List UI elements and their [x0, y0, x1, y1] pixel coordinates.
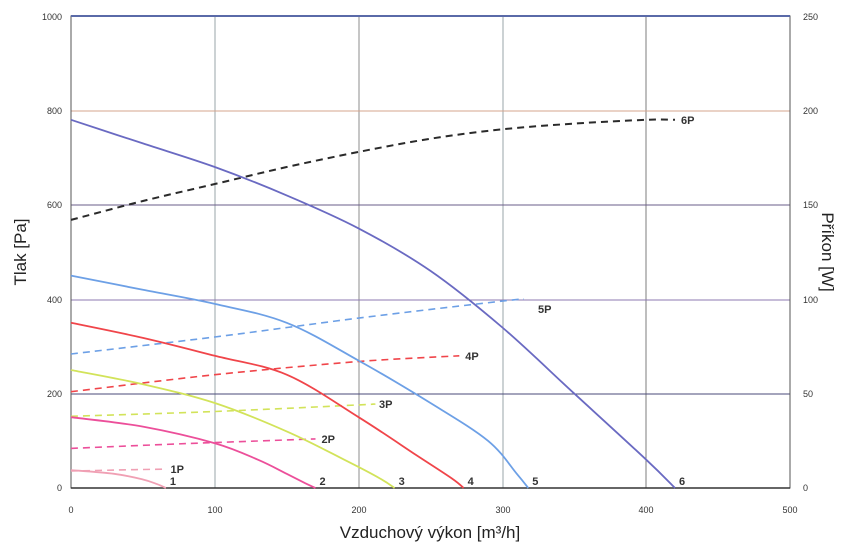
series-label: 2P [322, 434, 335, 446]
series-label: 4 [468, 476, 475, 488]
power-curve-4p [70, 355, 460, 393]
y-right-tick-label: 100 [803, 295, 818, 305]
series-label: 5 [532, 476, 538, 488]
y-right-tick-label: 250 [803, 12, 818, 22]
y-left-tick-label: 600 [47, 200, 62, 210]
y-right-tick-label: 150 [803, 200, 818, 210]
x-axis-ticks: 0 100 200 300 400 500 [68, 505, 797, 515]
x-tick-label: 400 [638, 505, 653, 515]
series-label: 3P [379, 399, 392, 411]
pressure-curve-4 [70, 321, 465, 489]
series-label: 3 [399, 476, 405, 488]
vertical-gridlines [214, 16, 647, 488]
y-right-tick-label: 200 [803, 106, 818, 116]
y-right-tick-label: 50 [803, 389, 813, 399]
left-y-axis-title: Tlak [Pa] [11, 218, 30, 285]
x-tick-label: 500 [782, 505, 797, 515]
y-left-tick-label: 200 [47, 389, 62, 399]
horizontal-gridlines [71, 110, 790, 395]
power-curve-3p [70, 403, 376, 418]
series-label: 5P [538, 304, 551, 316]
series-label: 2 [320, 476, 326, 488]
y-right-tick-label: 0 [803, 483, 808, 493]
series-label: 6P [681, 115, 694, 127]
x-axis-title: Vzduchový výkon [m³/h] [340, 523, 520, 542]
pressure-curve-3 [70, 369, 396, 489]
x-tick-label: 0 [68, 505, 73, 515]
right-y-axis-ticks: 0 50 100 150 200 250 [803, 12, 818, 493]
power-curve-6p [70, 118, 676, 221]
power-curve-5p [70, 298, 525, 355]
series-label: 4P [465, 351, 478, 363]
series-label: 1P [171, 464, 184, 476]
pressure-curve-5 [70, 274, 530, 489]
y-left-tick-label: 400 [47, 295, 62, 305]
series-layer: 1P 2P 3P 4P 5P 6P 1 2 3 4 5 6 [70, 115, 694, 489]
y-left-tick-label: 0 [57, 483, 62, 493]
x-tick-label: 300 [495, 505, 510, 515]
pressure-curve-6 [70, 118, 676, 489]
y-left-tick-label: 1000 [42, 12, 62, 22]
series-label: 6 [679, 476, 685, 488]
left-y-axis-ticks: 0 200 400 600 800 1000 [42, 12, 62, 493]
y-left-tick-label: 800 [47, 106, 62, 116]
x-tick-label: 200 [351, 505, 366, 515]
right-y-axis-title: Příkon [W] [818, 212, 837, 291]
series-label: 1 [170, 476, 176, 488]
x-tick-label: 100 [207, 505, 222, 515]
pressure-curve-2 [70, 416, 316, 489]
power-curve-2p [70, 438, 316, 450]
pressure-curve-1 [70, 469, 167, 489]
